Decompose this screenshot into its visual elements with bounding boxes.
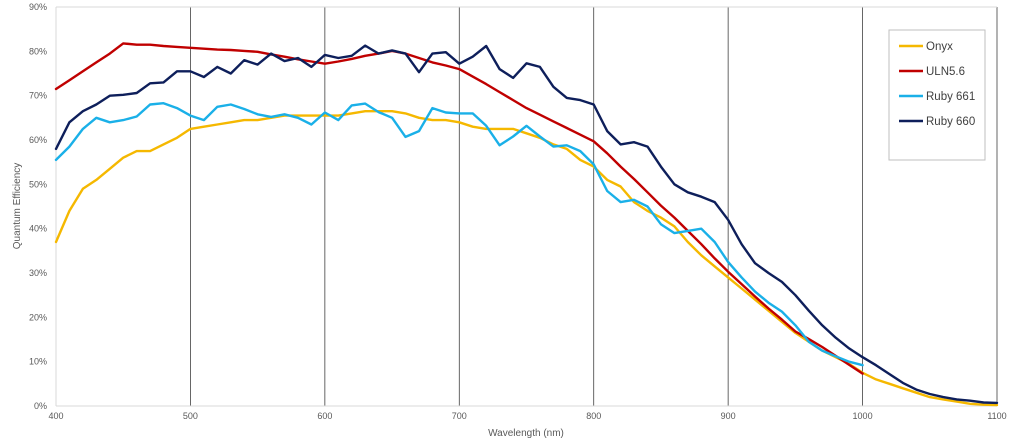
legend-label-ruby-661: Ruby 661 <box>926 91 975 103</box>
x-tick-label: 1000 <box>853 411 873 421</box>
x-tick-label: 500 <box>183 411 198 421</box>
x-tick-labels: 400 500 600 700 800 900 1000 1100 <box>48 411 1006 421</box>
series-line-ruby-661 <box>54 101 864 367</box>
gridlines <box>55 6 998 407</box>
x-tick-label: 800 <box>586 411 601 421</box>
legend-label-onyx: Onyx <box>926 41 953 53</box>
x-tick-label: 700 <box>452 411 467 421</box>
y-tick-label: 80% <box>29 46 47 56</box>
series-line-uln5-6 <box>54 42 864 375</box>
y-tick-label: 40% <box>29 224 47 234</box>
y-tick-label: 50% <box>29 179 47 189</box>
x-tick-label: 900 <box>721 411 736 421</box>
x-tick-label: 400 <box>48 411 63 421</box>
y-tick-label: 10% <box>29 357 47 367</box>
y-tick-label: 60% <box>29 135 47 145</box>
y-tick-label: 90% <box>29 2 47 12</box>
y-tick-label: 20% <box>29 312 47 322</box>
series-lines <box>54 42 999 407</box>
legend-label-ruby-660: Ruby 660 <box>926 116 975 128</box>
y-tick-label: 70% <box>29 91 47 101</box>
x-tick-label: 1100 <box>987 411 1006 421</box>
y-tick-labels: 0% 10% 20% 30% 40% 50% 60% 70% 80% 90% <box>29 2 47 411</box>
plot-area <box>56 7 997 406</box>
y-tick-label: 0% <box>34 401 47 411</box>
x-tick-label: 600 <box>317 411 332 421</box>
legend: Onyx ULN5.6 Ruby 661 Ruby 660 <box>888 29 986 161</box>
legend-label-uln5-6: ULN5.6 <box>926 66 965 78</box>
y-tick-label: 30% <box>29 268 47 278</box>
y-axis-title: Quantum Efficiency <box>12 163 23 250</box>
series-line-ruby-660 <box>54 44 999 405</box>
x-axis-title: Wavelength (nm) <box>488 428 564 439</box>
